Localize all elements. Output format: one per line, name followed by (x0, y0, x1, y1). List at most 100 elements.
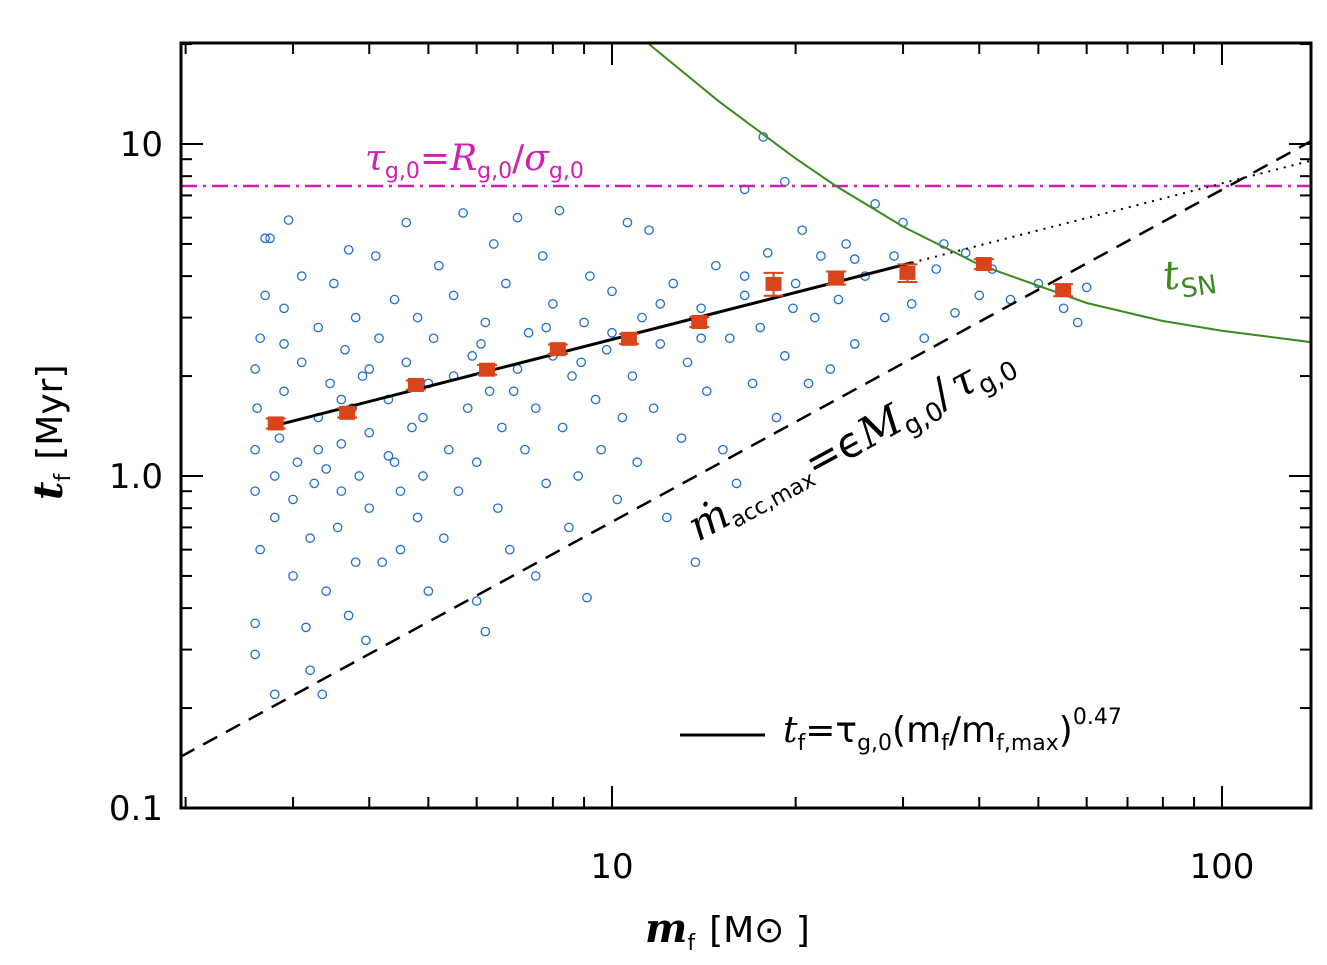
scatter-point (354, 471, 364, 481)
scatter-point (607, 327, 617, 338)
accretion-annotation: ṁacc,max=ϵMg,0/τg,0 (679, 334, 1023, 555)
fit-line-extension (911, 159, 1311, 264)
scatter-point (283, 215, 294, 225)
tau-annotation: τg,0=Rg,0/σg,0 (365, 138, 584, 184)
scatter-point (1058, 303, 1069, 314)
scatter-point (931, 264, 942, 274)
scatter-point (573, 471, 583, 481)
scatter-point (252, 403, 263, 414)
scatter-point (357, 371, 368, 381)
scatter-point (250, 364, 260, 374)
scatter-point (438, 533, 449, 543)
scatter-point (889, 251, 899, 261)
scatter-point (632, 457, 643, 468)
scatter-point (523, 327, 534, 338)
scatter-point (488, 239, 499, 249)
scatter-point (317, 689, 328, 700)
scatter-point (279, 339, 289, 349)
scatter-point (711, 260, 721, 271)
scatter-point (731, 478, 742, 489)
binned-mean-marker (899, 265, 916, 280)
x-axis-title: mf [M⊙ ] (645, 905, 810, 956)
scatter-point (512, 364, 523, 374)
scatter-point (849, 254, 860, 264)
scatter-point (350, 312, 361, 323)
scatter-point (321, 586, 332, 596)
scatter-point (255, 544, 266, 555)
scatter-point (364, 364, 375, 374)
scatter-point (919, 333, 930, 344)
scatter-point (389, 294, 400, 305)
scatter-point (696, 303, 706, 314)
scatter-point (343, 610, 354, 621)
scatter-point (655, 299, 666, 309)
scatter-point (724, 333, 735, 344)
y-tick-label: 0.1 (109, 789, 163, 829)
scatter-point (504, 544, 515, 555)
scatter-point (448, 290, 459, 301)
plot-area (181, 43, 1311, 758)
scatter-point (501, 278, 511, 289)
y-tick-label: 10 (120, 125, 163, 165)
scatter-point (690, 557, 701, 568)
scatter-point (1081, 282, 1092, 293)
scatter-point (696, 333, 706, 344)
binned-mean-marker (975, 257, 992, 272)
scatter-point (567, 371, 577, 381)
scatter-point (343, 244, 354, 255)
scatter-point (788, 303, 798, 314)
tsn-curve (648, 43, 1311, 344)
scatter-point (627, 371, 638, 381)
scatter-point (530, 403, 541, 414)
fit-line (275, 261, 913, 427)
scatter-point (739, 290, 750, 301)
scatter-point (305, 533, 315, 543)
scatter-point (292, 457, 303, 468)
scatter-point (313, 322, 324, 333)
scatter-point (676, 433, 687, 444)
binned-mean (477, 362, 498, 377)
scatter-point (288, 494, 298, 505)
scatter-point (340, 344, 350, 355)
scatter-point (377, 557, 388, 568)
binned-mean (265, 416, 286, 431)
y-axis-title: tf[Myr] (25, 365, 76, 501)
binned-mean-marker (620, 331, 637, 346)
scatter-point (453, 486, 464, 497)
scatter-point (279, 386, 289, 397)
scatter-point (762, 248, 773, 258)
x-tick-label: 10 (590, 847, 633, 887)
y-tick-label: 1.0 (109, 457, 163, 497)
scatter-point (443, 444, 454, 455)
binned-mean (547, 342, 568, 357)
scatter-point (779, 176, 790, 187)
scatter-point (950, 308, 960, 318)
scatter-point (779, 351, 790, 361)
scatter-point (648, 403, 659, 414)
scatter-point (255, 333, 266, 344)
scatter-point (548, 299, 558, 309)
scatter-point (497, 422, 507, 433)
binned-mean (826, 270, 847, 286)
scatter-point (668, 278, 679, 289)
scatter-point (336, 394, 347, 405)
scatter-point (401, 217, 412, 228)
scatter-point (564, 522, 574, 533)
plot-frame (179, 41, 1313, 810)
scatter-point (305, 665, 315, 676)
scatter-point (374, 333, 384, 344)
scatter-point (361, 635, 371, 646)
legend-fit-label: tf=τg,0(mf/mf,max)0.47 (783, 705, 1122, 756)
scatter-point (321, 464, 332, 474)
scatter-point (329, 278, 339, 289)
scatter-point (433, 260, 444, 271)
scatter-point (383, 450, 394, 461)
scatter-point (739, 271, 750, 281)
scatter-point (364, 427, 375, 438)
scatter-point (637, 312, 647, 323)
accretion-limit-line (181, 140, 1311, 758)
scatter-point (508, 386, 519, 397)
scatter-point (313, 444, 324, 455)
scatter-point (809, 312, 820, 323)
scatter-point (576, 357, 586, 368)
